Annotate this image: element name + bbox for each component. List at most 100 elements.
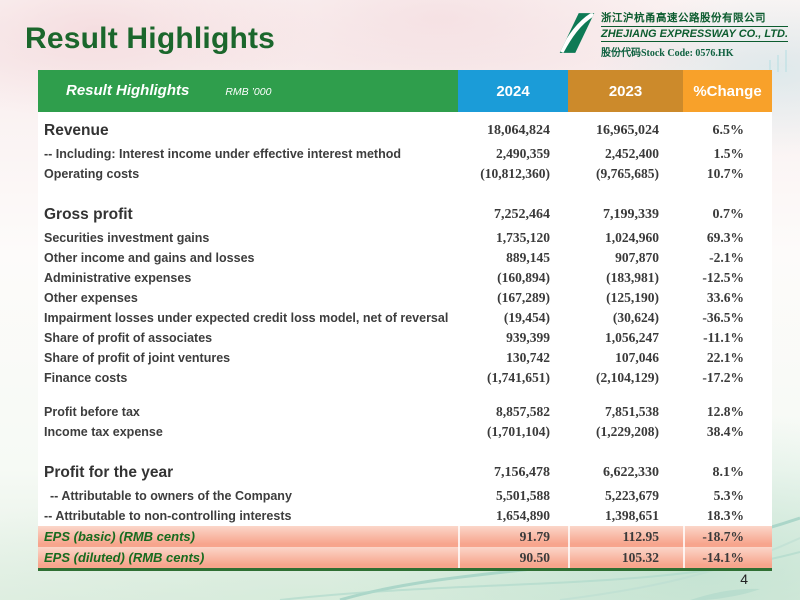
value-2023: 1,398,651 (605, 508, 659, 523)
value-change: 6.5% (712, 123, 745, 138)
value-2024: 939,399 (506, 330, 550, 345)
row-label: EPS (diluted) (RMB cents) (38, 547, 458, 568)
value-2023: 7,851,538 (605, 404, 659, 419)
table-row: Securities investment gains 1,735,120 1,02… (38, 228, 772, 248)
table-row: Other income and gains and losses 889,145… (38, 248, 772, 268)
header-unit-text: RMB ’000 (225, 86, 272, 98)
value-change: 1.5% (713, 146, 744, 161)
value-change: 10.7% (706, 166, 744, 181)
value-2024: 18,064,824 (487, 123, 550, 138)
table-row: Impairment losses under expected credit … (38, 308, 772, 328)
stock-code: 股份代码Stock Code: 0576.HK (600, 48, 734, 59)
value-2023: (9,765,685) (596, 166, 659, 181)
value-change: -11.1% (703, 330, 744, 345)
value-2023: 16,965,024 (596, 123, 659, 138)
table-row: Other expenses (167,289) (125,190) 33.6% (38, 288, 772, 308)
row-label: Operating costs (44, 167, 140, 181)
table-row: Share of profit of joint ventures 130,742… (38, 348, 772, 368)
value-2024: 5,501,588 (496, 488, 550, 503)
value-2024: 1,654,890 (496, 508, 550, 523)
value-change: -14.1% (683, 547, 772, 568)
value-2024: 130,742 (506, 350, 550, 365)
value-2024: 8,857,582 (496, 404, 550, 419)
value-change: 22.1% (706, 350, 744, 365)
value-2024: 2,490,359 (496, 146, 550, 161)
value-change: -2.1% (709, 250, 744, 265)
value-2024: 889,145 (506, 250, 550, 265)
row-spacer (38, 442, 772, 456)
row-label: Profit before tax (44, 405, 140, 419)
company-logo: 浙江沪杭甬高速公路股份有限公司 ZHEJIANG EXPRESSWAY CO.,… (558, 10, 788, 59)
value-2024: (19,454) (503, 310, 550, 325)
table-row: Share of profit of associates 939,399 1,05… (38, 328, 772, 348)
value-2023: 107,046 (615, 350, 659, 365)
value-2023: (125,190) (606, 290, 659, 305)
value-change: 69.3% (706, 230, 744, 245)
header-title-text: Result Highlights (66, 82, 190, 99)
row-spacer (38, 388, 772, 402)
value-2023: (183,981) (606, 270, 659, 285)
value-change: 18.3% (706, 508, 744, 523)
header-cell-2024: 2024 (458, 70, 568, 112)
value-2024: 90.50 (458, 547, 568, 568)
table-row: Profit for the year 7,156,478 6,622,330 8.1… (38, 456, 772, 486)
value-2024: 7,252,464 (494, 207, 550, 222)
value-2024: 7,156,478 (494, 465, 550, 480)
header-cell-2023: 2023 (568, 70, 683, 112)
value-change: 5.3% (713, 488, 744, 503)
logo-road-icon (559, 13, 595, 53)
value-2023: (30,624) (612, 310, 659, 325)
results-table: Result Highlights RMB ’000 2024 2023 %Ch… (38, 70, 772, 571)
value-2023: 105.32 (568, 547, 683, 568)
row-label: Other income and gains and losses (44, 251, 255, 265)
value-change: 12.8% (706, 404, 744, 419)
row-label: EPS (basic) (RMB cents) (38, 526, 458, 547)
row-label: -- Attributable to owners of the Company (50, 489, 292, 503)
row-label: Administrative expenses (44, 271, 192, 285)
row-label: -- Attributable to non-controlling inter… (44, 509, 292, 523)
value-change: -17.2% (702, 370, 744, 385)
table-row: Profit before tax 8,857,582 7,851,538 12.8% (38, 402, 772, 422)
table-row: EPS (diluted) (RMB cents) 90.50 105.32 -14.… (38, 547, 772, 568)
row-label: -- Including: Interest income under effe… (44, 147, 401, 161)
value-2024: (1,701,104) (487, 424, 550, 439)
table-row: -- Attributable to non-controlling inter… (38, 506, 772, 526)
page-title: Result Highlights (25, 22, 276, 55)
value-change: -18.7% (683, 526, 772, 547)
table-row: Income tax expense (1,701,104) (1,229,208)… (38, 422, 772, 442)
value-change: 8.1% (712, 465, 745, 480)
table-row: Gross profit 7,252,464 7,199,339 0.7% (38, 198, 772, 228)
value-2023: 2,452,400 (605, 146, 659, 161)
value-2024: 91.79 (458, 526, 568, 547)
row-label: Gross profit (44, 206, 133, 223)
value-2024: (160,894) (497, 270, 550, 285)
value-2023: 112.95 (568, 526, 683, 547)
value-2024: (167,289) (497, 290, 550, 305)
value-2023: 1,024,960 (605, 230, 659, 245)
value-2023: 1,056,247 (605, 330, 659, 345)
value-2024: (10,812,360) (480, 166, 550, 181)
header-cell-change: %Change (683, 70, 772, 112)
row-label: Finance costs (44, 371, 128, 385)
table-row: Finance costs (1,741,651) (2,104,129) -17.2… (38, 368, 772, 388)
table-row: -- Attributable to owners of the Company… (38, 486, 772, 506)
row-label: Other expenses (44, 291, 138, 305)
table-row: Operating costs (10,812,360) (9,765,685) 10… (38, 164, 772, 184)
row-label: Impairment losses under expected credit … (44, 311, 449, 325)
table-header-row: Result Highlights RMB ’000 2024 2023 %Ch… (38, 70, 772, 112)
value-2023: 7,199,339 (603, 207, 659, 222)
row-label: Income tax expense (44, 425, 163, 439)
value-change: 33.6% (706, 290, 744, 305)
table-row: Revenue 18,064,824 16,965,024 6.5% (38, 114, 772, 144)
value-change: 0.7% (712, 207, 745, 222)
value-2023: 6,622,330 (603, 465, 659, 480)
page-number: 4 (740, 571, 748, 587)
row-label: Revenue (44, 122, 109, 139)
value-change: -36.5% (702, 310, 744, 325)
table-row: -- Including: Interest income under effe… (38, 144, 772, 164)
row-label: Securities investment gains (44, 231, 210, 245)
row-label: Profit for the year (44, 464, 174, 481)
value-2023: (1,229,208) (596, 424, 659, 439)
value-2023: (2,104,129) (596, 370, 659, 385)
value-change: 38.4% (706, 424, 744, 439)
